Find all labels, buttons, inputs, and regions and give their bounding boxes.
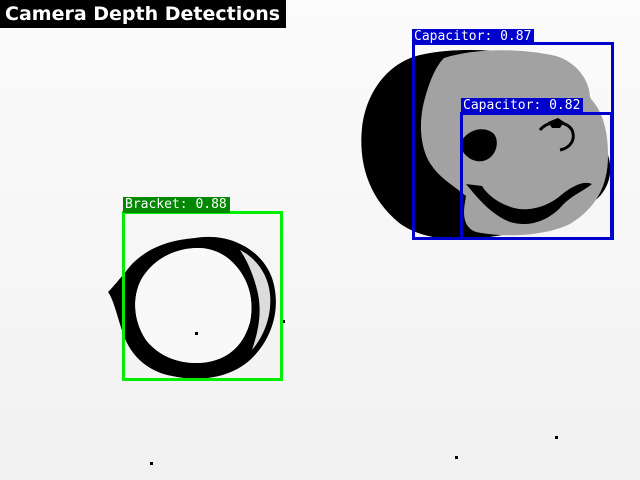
depth-speck <box>150 462 153 465</box>
depth-speck <box>282 320 285 323</box>
capacitor-inner-dark <box>462 129 497 162</box>
bracket-detection-label: Bracket: 0.88 <box>123 197 230 213</box>
page-title: Camera Depth Detections <box>0 0 287 28</box>
depth-speck <box>195 332 198 335</box>
depth-speck <box>455 456 458 459</box>
capacitor-detection-label: Capacitor: 0.82 <box>461 98 584 114</box>
capacitor-detection-box[interactable] <box>460 112 613 240</box>
bracket-ring-face <box>135 248 252 364</box>
capacitor-blob-surface <box>420 50 608 236</box>
bracket-detection-box[interactable] <box>122 211 283 381</box>
depth-speck <box>555 436 558 439</box>
capacitor-inner-ring <box>538 121 575 152</box>
bracket-rim-highlight <box>240 250 271 350</box>
capacitor-dark-lobe <box>466 182 592 225</box>
capacitor-speck <box>548 118 564 128</box>
capacitor-detection-label: Capacitor: 0.87 <box>412 29 535 45</box>
